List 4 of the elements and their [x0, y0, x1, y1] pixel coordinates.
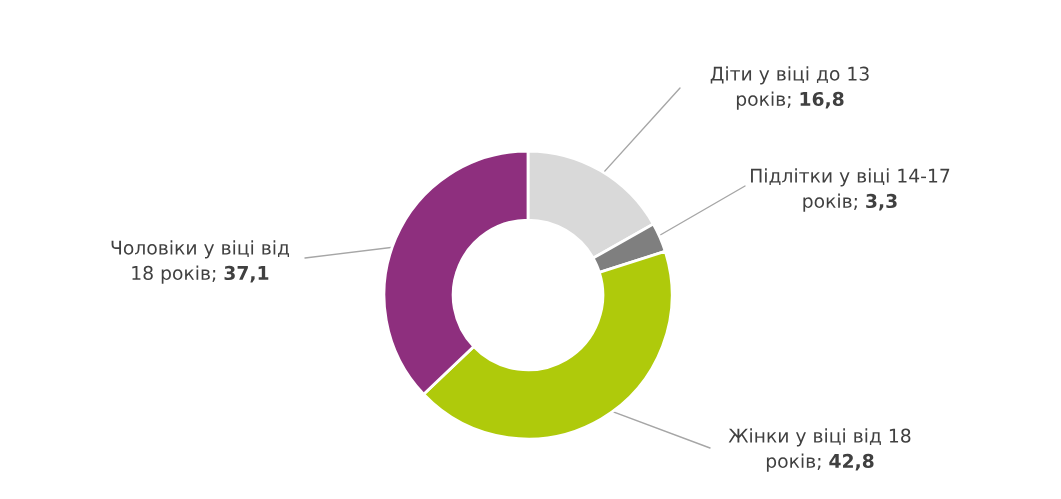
slice-label: Чоловіки у віці від 18 років; 37,1	[111, 240, 290, 284]
slice-label: Підлітки у віці 14-17 років; 3,3	[751, 168, 950, 212]
slice-label: Жінки у віці від 18 років; 42,8	[728, 428, 911, 472]
slice-label: Діти у віці до 13 років; 16,8	[710, 66, 869, 110]
